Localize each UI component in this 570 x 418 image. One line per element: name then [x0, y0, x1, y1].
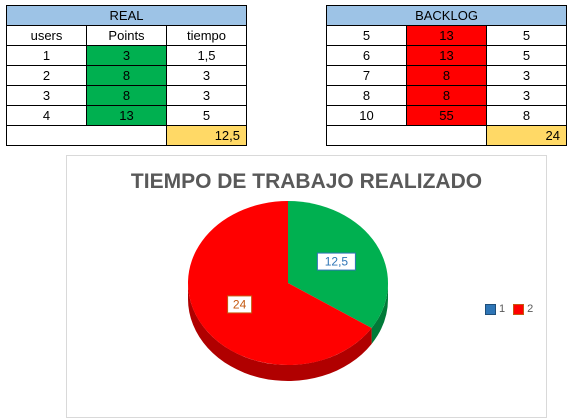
legend-swatch	[513, 303, 525, 315]
backlog-cell-user[interactable]: 8	[326, 85, 407, 106]
table-row: 1 3 1,5	[6, 45, 247, 66]
table-row: 6 13 5	[326, 45, 568, 66]
backlog-total-cell[interactable]: 24	[485, 125, 568, 146]
real-header-points[interactable]: Points	[86, 25, 167, 46]
pie-chart[interactable]: TIEMPO DE TRABAJO REALIZADO 12,5 24 1 2	[66, 155, 547, 418]
backlog-cell-tiempo[interactable]: 3	[485, 65, 568, 86]
legend-item: 2	[513, 303, 533, 315]
table-row: 24	[326, 125, 568, 146]
table-row: 5 13 5	[326, 25, 568, 46]
real-header-tiempo[interactable]: tiempo	[166, 25, 247, 46]
pie-slice-side	[371, 283, 388, 345]
backlog-table: BACKLOG 5 13 5 6 13 5 7 8 3 8 8 3 10 55 …	[325, 5, 568, 146]
legend-swatch	[485, 303, 496, 315]
backlog-cell-points[interactable]: 8	[406, 65, 487, 86]
backlog-cell-user[interactable]: 5	[326, 25, 407, 46]
backlog-blank-cell[interactable]	[326, 125, 487, 146]
backlog-cell-points[interactable]: 13	[406, 25, 487, 46]
backlog-cell-user[interactable]: 6	[326, 45, 407, 66]
backlog-cell-points[interactable]: 13	[406, 45, 487, 66]
backlog-cell-points[interactable]: 55	[406, 105, 487, 126]
real-table: REAL users Points tiempo 1 3 1,5 2 8 3 3…	[6, 5, 247, 146]
backlog-title[interactable]: BACKLOG	[325, 5, 568, 26]
data-label: 24	[227, 295, 253, 314]
legend-item: 1	[485, 303, 505, 315]
real-cell-points[interactable]: 8	[86, 85, 167, 106]
table-row: 3 8 3	[6, 85, 247, 106]
backlog-cell-user[interactable]: 7	[326, 65, 407, 86]
table-row: 2 8 3	[6, 65, 247, 86]
legend-label: 2	[527, 303, 534, 315]
real-cell-points[interactable]: 8	[86, 65, 167, 86]
real-cell-users[interactable]: 2	[6, 65, 87, 86]
real-total-cell[interactable]: 12,5	[166, 125, 247, 146]
real-cell-tiempo[interactable]: 3	[166, 65, 247, 86]
pie-slice-side	[188, 283, 372, 382]
real-cell-users[interactable]: 1	[6, 45, 87, 66]
table-row: 4 13 5	[6, 105, 247, 126]
data-label-text: 12,5	[325, 255, 349, 269]
real-cell-users[interactable]: 3	[6, 85, 87, 106]
table-row: 12,5	[6, 125, 247, 146]
pie-slice[interactable]	[188, 201, 372, 365]
table-row: 7 8 3	[326, 65, 568, 86]
real-title[interactable]: REAL	[6, 5, 247, 26]
data-label: 12,5	[316, 252, 356, 271]
real-cell-tiempo[interactable]: 3	[166, 85, 247, 106]
table-row: 8 8 3	[326, 85, 568, 106]
pie-plot: 12,5 24	[188, 201, 388, 382]
real-cell-tiempo[interactable]: 5	[166, 105, 247, 126]
backlog-cell-tiempo[interactable]: 3	[485, 85, 568, 106]
backlog-cell-user[interactable]: 10	[326, 105, 407, 126]
real-blank-cell[interactable]	[6, 125, 167, 146]
table-row: 10 55 8	[326, 105, 568, 126]
backlog-cell-tiempo[interactable]: 8	[485, 105, 568, 126]
real-cell-tiempo[interactable]: 1,5	[166, 45, 247, 66]
chart-title: TIEMPO DE TRABAJO REALIZADO	[130, 170, 483, 193]
data-label-text: 24	[233, 297, 247, 311]
real-cell-points[interactable]: 13	[86, 105, 167, 126]
backlog-cell-tiempo[interactable]: 5	[485, 25, 568, 46]
backlog-cell-points[interactable]: 8	[406, 85, 487, 106]
real-cell-points[interactable]: 3	[86, 45, 167, 66]
real-cell-users[interactable]: 4	[6, 105, 87, 126]
real-header-users[interactable]: users	[6, 25, 87, 46]
chart-legend: 1 2	[485, 303, 533, 315]
legend-label: 1	[499, 303, 506, 315]
backlog-cell-tiempo[interactable]: 5	[485, 45, 568, 66]
